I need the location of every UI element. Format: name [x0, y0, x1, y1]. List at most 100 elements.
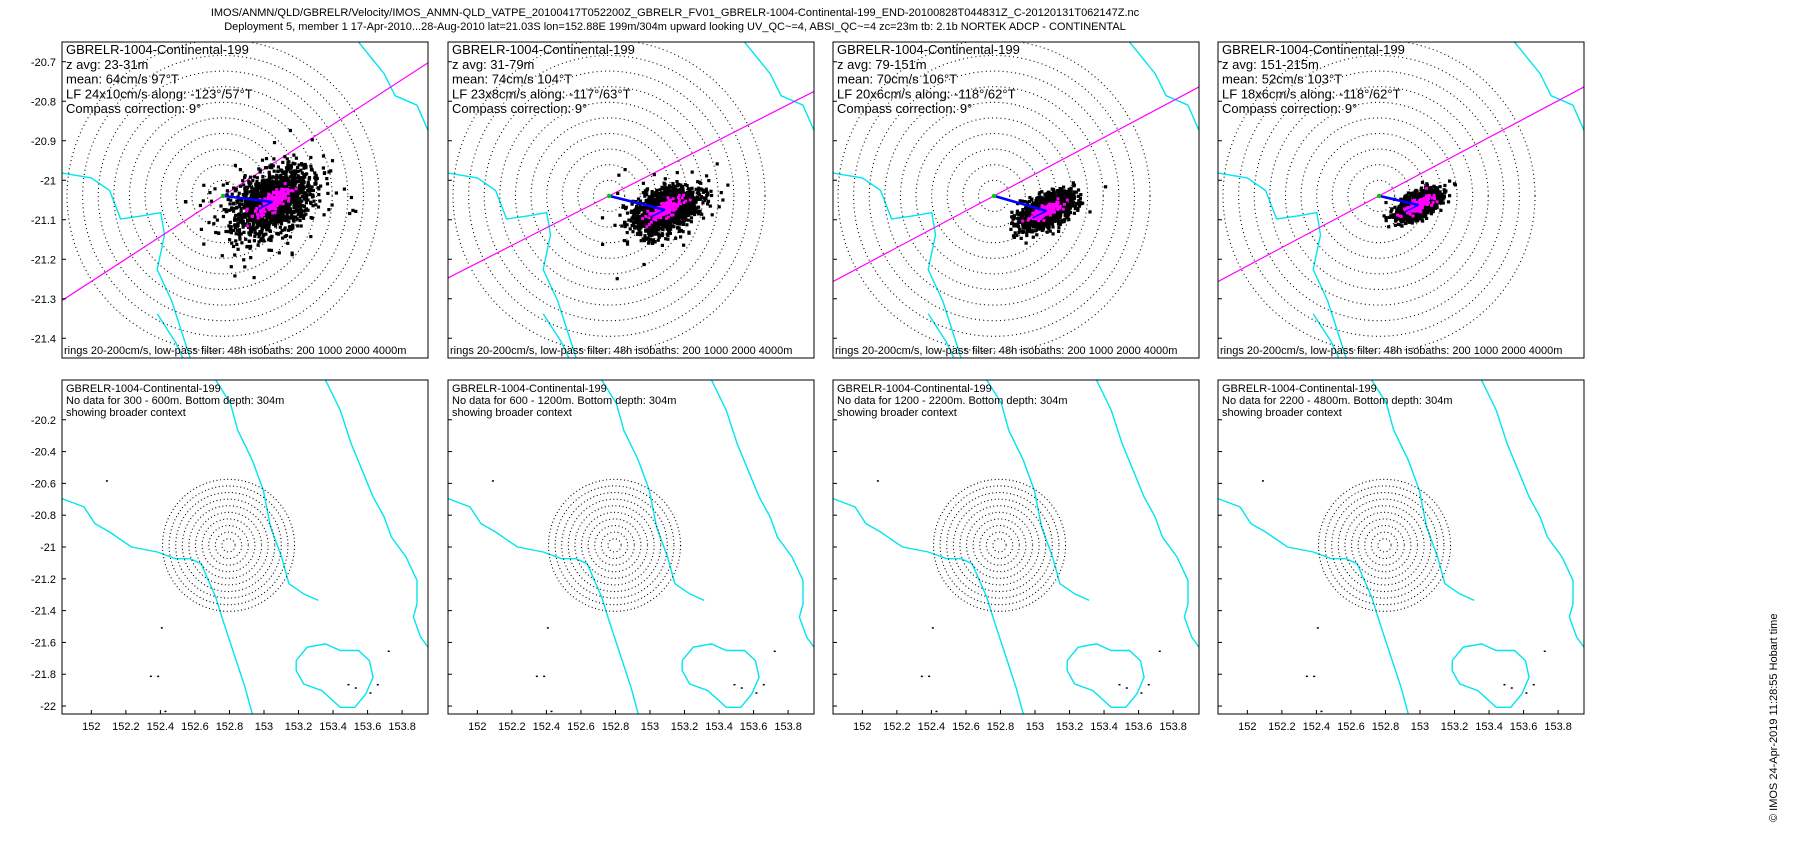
scatter-point — [675, 198, 679, 202]
scatter-point — [1018, 199, 1022, 203]
scatter-point — [298, 188, 302, 192]
scatter-point — [676, 225, 680, 229]
scatter-point — [1049, 217, 1053, 221]
scatter-point — [639, 232, 643, 237]
scatter-point — [666, 223, 670, 227]
scatter-point — [1037, 227, 1041, 231]
scatter-point — [314, 178, 318, 182]
scatter-point — [645, 193, 649, 197]
scatter-point — [1039, 195, 1043, 199]
scatter-point — [1035, 233, 1039, 237]
velocity-ring — [468, 54, 750, 337]
scatter-outlier — [302, 197, 307, 201]
scatter-point — [1025, 209, 1029, 214]
scatter-point — [292, 202, 296, 206]
scatter-point — [1025, 231, 1029, 235]
scatter-point — [256, 201, 260, 205]
scatter-point — [255, 225, 260, 229]
scatter-point — [690, 170, 694, 174]
scatter-point — [276, 180, 280, 184]
scatter-point — [681, 222, 685, 226]
scatter-point — [303, 162, 307, 167]
lowpass-point — [254, 209, 257, 213]
scatter-point — [1042, 221, 1046, 225]
scatter-point — [1057, 212, 1061, 216]
scatter-point — [1034, 223, 1038, 227]
mean-vector — [222, 194, 273, 204]
lowpass-point — [263, 210, 267, 214]
scatter-point — [235, 242, 239, 247]
scatter-point — [242, 183, 246, 187]
scatter-point — [270, 234, 274, 238]
scatter-point — [252, 201, 256, 205]
scatter-point — [641, 191, 645, 195]
scatter-outlier — [248, 246, 252, 250]
scatter-point — [1015, 222, 1019, 226]
scatter-point — [681, 230, 685, 234]
scatter-point — [700, 212, 704, 216]
velocity-ring — [853, 54, 1135, 337]
scatter-point — [221, 214, 225, 219]
scatter-point — [258, 220, 262, 225]
isobath-line — [833, 172, 962, 358]
scatter-point — [1045, 230, 1049, 234]
scatter-point — [661, 186, 665, 190]
scatter-point — [677, 207, 681, 211]
lowpass-point — [278, 195, 282, 199]
scatter-point — [248, 175, 253, 179]
lowpass-point — [258, 204, 262, 208]
scatter-point — [243, 199, 247, 203]
scatter-point — [287, 220, 291, 224]
scatter-point — [321, 154, 326, 158]
scatter-point — [670, 185, 674, 189]
scatter-point — [1384, 216, 1388, 220]
scatter-point — [276, 183, 280, 187]
scatter-point — [679, 228, 683, 233]
scatter-point — [230, 241, 234, 245]
scatter-point — [296, 166, 300, 170]
scatter-point — [699, 195, 703, 199]
scatter-outlier — [601, 242, 605, 246]
scatter-point — [1051, 225, 1055, 229]
scatter-point — [325, 177, 329, 181]
scatter-point — [675, 212, 679, 216]
scatter-point — [1010, 210, 1014, 214]
velocity-ring — [499, 86, 719, 306]
scatter-point — [664, 193, 668, 197]
scatter-point — [1024, 206, 1028, 211]
top-panel-plot-area — [833, 42, 1199, 358]
scatter-point — [1047, 195, 1051, 199]
scatter-point — [282, 209, 286, 213]
scatter-point — [326, 191, 330, 195]
scatter-point — [249, 190, 253, 194]
lowpass-point — [655, 209, 658, 213]
scatter-point — [236, 247, 240, 251]
scatter-outlier — [310, 216, 314, 220]
scatter-point — [275, 231, 279, 236]
scatter-point — [299, 224, 303, 228]
scatter-point — [294, 193, 298, 197]
scatter-point — [623, 222, 627, 226]
scatter-point — [267, 215, 271, 219]
lowpass-point — [1037, 216, 1041, 220]
panel-compass-label: Compass correction: 9° — [452, 101, 587, 116]
scatter-point — [677, 210, 681, 214]
scatter-point — [260, 229, 264, 233]
scatter-point — [304, 164, 308, 169]
lowpass-point — [261, 206, 265, 210]
scatter-point — [214, 230, 218, 235]
lowpass-point — [276, 199, 279, 203]
scatter-point — [676, 188, 681, 192]
scatter-outlier — [288, 128, 292, 133]
mean-vector-arrowhead — [1032, 210, 1047, 219]
scatter-point — [651, 229, 655, 234]
scatter-point — [276, 169, 280, 173]
scatter-point — [255, 232, 259, 236]
scatter-point — [1038, 191, 1042, 195]
scatter-point — [645, 188, 649, 192]
scatter-point — [1027, 225, 1031, 229]
scatter-point — [290, 253, 294, 257]
scatter-point — [300, 181, 304, 185]
scatter-point — [294, 199, 298, 203]
